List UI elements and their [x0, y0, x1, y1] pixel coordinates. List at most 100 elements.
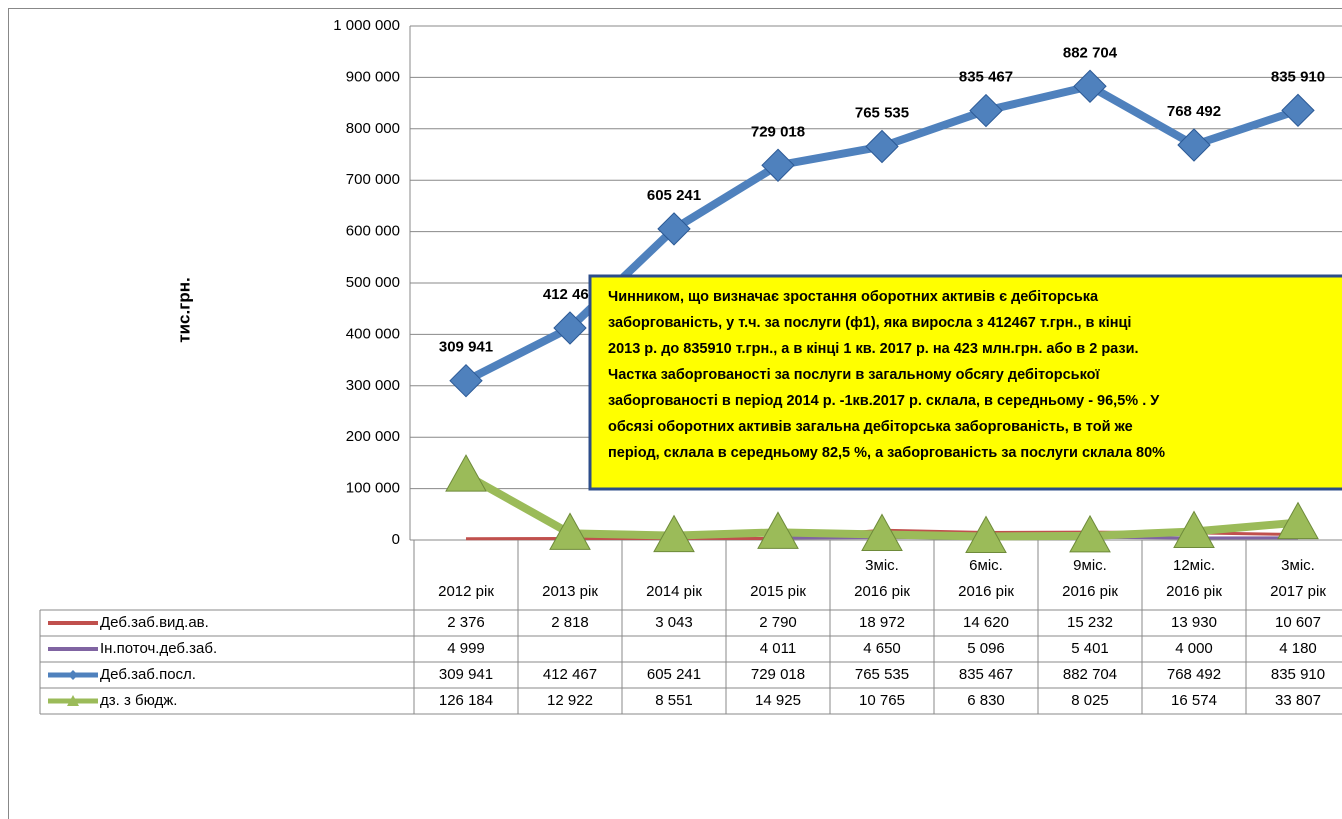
marker: [1177, 128, 1211, 162]
x-tick-label: 2016 рік: [958, 583, 1014, 600]
marker: [861, 513, 903, 551]
x-tick-label: 2012 рік: [438, 583, 494, 600]
table-cell: 33 807: [1275, 692, 1321, 709]
annotation-text: період, склала в середньому 82,5 %, а за…: [608, 445, 1165, 461]
table-cell: 10 607: [1275, 614, 1321, 631]
table-cell: 4 000: [1175, 640, 1213, 657]
y-tick-label: 700 000: [346, 171, 400, 188]
table-cell: 605 241: [647, 666, 701, 683]
table-cell: 5 096: [967, 640, 1005, 657]
table-cell: 3 043: [655, 614, 693, 631]
data-label: 605 241: [647, 187, 701, 204]
y-axis-label: тис.грн.: [174, 277, 193, 342]
legend-label: дз. з бюдж.: [100, 692, 177, 709]
table-cell: 835 467: [959, 666, 1013, 683]
y-tick-label: 1 000 000: [333, 17, 400, 34]
marker: [549, 512, 591, 550]
table-cell: 126 184: [439, 692, 493, 709]
annotation-text: 2013 р. до 835910 т.грн., а в кінці 1 кв…: [608, 341, 1139, 357]
table-cell: 835 910: [1271, 666, 1325, 683]
x-tick-label: 3міс.: [1281, 557, 1315, 574]
annotation-text: заборгованість, у т.ч. за послуги (ф1), …: [608, 315, 1131, 331]
legend-label: Деб.заб.вид.ав.: [100, 614, 209, 631]
table-cell: 729 018: [751, 666, 805, 683]
x-tick-label: 2013 рік: [542, 583, 598, 600]
y-tick-label: 600 000: [346, 223, 400, 240]
data-label: 835 910: [1271, 68, 1325, 85]
y-tick-label: 800 000: [346, 120, 400, 137]
marker: [653, 514, 695, 553]
x-tick-label: 2014 рік: [646, 583, 702, 600]
table-cell: 2 790: [759, 614, 797, 631]
data-label: 412 467: [543, 286, 597, 303]
table-cell: 14 925: [755, 692, 801, 709]
table-cell: 4 650: [863, 640, 901, 657]
legend-label: Деб.заб.посл.: [100, 666, 196, 683]
marker: [1073, 69, 1107, 103]
table-cell: 309 941: [439, 666, 493, 683]
x-tick-label: 2016 рік: [1166, 583, 1222, 600]
data-label: 835 467: [959, 69, 1013, 86]
table-cell: 14 620: [963, 614, 1009, 631]
x-tick-label: 12міс.: [1173, 557, 1215, 574]
table-cell: 765 535: [855, 666, 909, 683]
annotation-text: Частка заборгованості за послуги в загал…: [608, 367, 1100, 383]
table-cell: 768 492: [1167, 666, 1221, 683]
annotation-box: [588, 274, 1342, 491]
marker: [1281, 93, 1315, 128]
table-cell: 18 972: [859, 614, 905, 631]
marker: [445, 454, 487, 492]
x-tick-label: 2016 рік: [1062, 583, 1118, 600]
legend-marker: [67, 695, 79, 706]
data-label: 309 941: [439, 339, 493, 356]
y-tick-label: 300 000: [346, 377, 400, 394]
table-cell: 6 830: [967, 692, 1005, 709]
y-tick-label: 200 000: [346, 428, 400, 445]
table-cell: 882 704: [1063, 666, 1117, 683]
table-cell: 4 180: [1279, 640, 1317, 657]
marker: [965, 515, 1007, 553]
table-cell: 4 999: [447, 640, 485, 657]
y-tick-label: 400 000: [346, 325, 400, 342]
marker: [657, 212, 691, 246]
table-cell: 13 930: [1171, 614, 1217, 631]
table-cell: 2 818: [551, 614, 589, 631]
marker: [449, 363, 483, 398]
data-label: 765 535: [855, 104, 909, 121]
data-label: 768 492: [1167, 103, 1221, 120]
marker: [1277, 501, 1319, 540]
x-tick-label: 3міс.: [865, 557, 899, 574]
table-cell: 16 574: [1171, 692, 1217, 709]
y-tick-label: 100 000: [346, 480, 400, 497]
data-label: 729 018: [751, 123, 805, 140]
marker: [553, 311, 587, 345]
data-label: 882 704: [1063, 44, 1118, 61]
table-cell: 10 765: [859, 692, 905, 709]
y-tick-label: 900 000: [346, 68, 400, 85]
table-cell: 15 232: [1067, 614, 1113, 631]
marker: [761, 148, 795, 182]
table-cell: 5 401: [1071, 640, 1109, 657]
table-cell: 8 551: [655, 692, 693, 709]
marker: [757, 511, 799, 549]
x-tick-label: 2015 рік: [750, 583, 806, 600]
marker: [1173, 510, 1215, 548]
annotation-text: Чинником, що визначає зростання оборотни…: [608, 289, 1099, 305]
table-cell: 2 376: [447, 614, 485, 631]
x-tick-label: 2017 рік: [1270, 583, 1326, 600]
table-cell: 8 025: [1071, 692, 1109, 709]
marker: [865, 129, 899, 164]
marker: [969, 93, 1003, 128]
table-cell: 412 467: [543, 666, 597, 683]
x-tick-label: 2016 рік: [854, 583, 910, 600]
x-tick-label: 6міс.: [969, 557, 1003, 574]
table-cell: 12 922: [547, 692, 593, 709]
x-tick-label: 9міс.: [1073, 557, 1107, 574]
legend-marker: [68, 670, 78, 680]
annotation-text: обсязі оборотних активів загальна дебіто…: [608, 419, 1133, 435]
y-tick-label: 0: [392, 531, 400, 548]
legend-label: Ін.поточ.деб.заб.: [100, 640, 217, 657]
marker: [1069, 514, 1111, 553]
table-cell: 4 011: [760, 640, 796, 657]
